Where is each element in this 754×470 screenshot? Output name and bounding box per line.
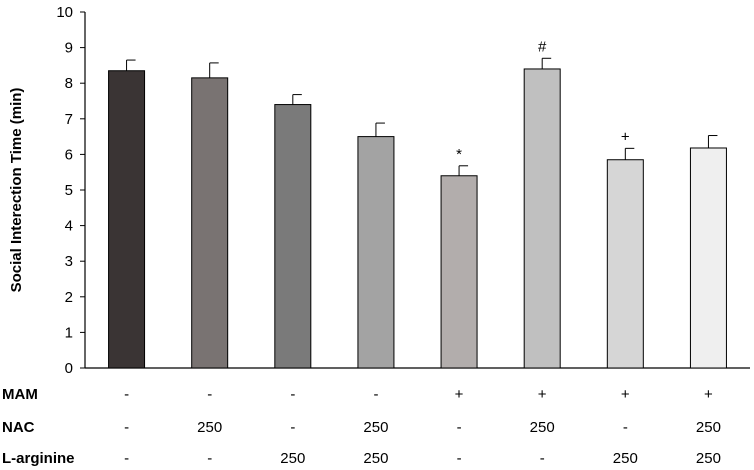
condition-cell: - <box>290 386 295 403</box>
y-tick-label: 3 <box>65 253 73 270</box>
y-tick-label: 1 <box>65 324 73 341</box>
condition-cell: 250 <box>363 450 388 467</box>
bar <box>108 70 146 369</box>
y-tick-label: 4 <box>65 218 73 235</box>
condition-cell: - <box>457 419 462 436</box>
condition-row-label: L-arginine <box>2 450 75 467</box>
condition-cell: 250 <box>530 419 555 436</box>
condition-row-label: NAC <box>2 419 35 436</box>
condition-cell: 250 <box>613 450 638 467</box>
condition-row-label: MAM <box>2 386 38 403</box>
condition-cell: - <box>124 419 129 436</box>
y-tick-label: 0 <box>65 360 73 377</box>
condition-cell: 250 <box>280 450 305 467</box>
significance-marker: + <box>621 128 630 145</box>
condition-cell: + <box>455 386 464 403</box>
condition-cell: 250 <box>696 419 721 436</box>
bar <box>440 175 478 369</box>
bar <box>689 147 727 369</box>
bar <box>357 136 395 369</box>
condition-cell: + <box>704 386 713 403</box>
condition-cell: - <box>124 450 129 467</box>
condition-cell: - <box>207 450 212 467</box>
bar <box>523 68 561 369</box>
condition-cell: + <box>621 386 630 403</box>
condition-cell: - <box>457 450 462 467</box>
bar <box>191 77 229 369</box>
condition-cell: - <box>623 419 628 436</box>
condition-cell: 250 <box>197 419 222 436</box>
y-axis-label: Social Interection Time (min) <box>8 88 25 293</box>
condition-cell: - <box>207 386 212 403</box>
condition-cell: - <box>290 419 295 436</box>
condition-cell: - <box>540 450 545 467</box>
condition-cell: + <box>538 386 547 403</box>
significance-marker: * <box>456 146 462 163</box>
significance-marker: # <box>538 38 547 55</box>
bars: * # + <box>108 38 727 369</box>
condition-cell: - <box>373 386 378 403</box>
condition-cell: - <box>124 386 129 403</box>
condition-cell: 250 <box>363 419 388 436</box>
y-tick-label: 6 <box>65 146 73 163</box>
y-tick-label: 5 <box>65 182 73 199</box>
bar <box>606 159 644 369</box>
y-axis: 0 1 2 3 4 5 6 7 8 9 10 <box>56 4 750 377</box>
bar <box>274 104 312 369</box>
y-tick-label: 2 <box>65 289 73 306</box>
y-tick-label: 9 <box>65 40 73 57</box>
y-tick-label: 8 <box>65 75 73 92</box>
y-tick-label: 7 <box>65 111 73 128</box>
condition-table: MAM - - - - + + + + NAC - 250 - 250 - 250 - 250 L-arginine… <box>2 386 721 467</box>
y-tick-label: 10 <box>56 4 73 21</box>
condition-cell: 250 <box>696 450 721 467</box>
